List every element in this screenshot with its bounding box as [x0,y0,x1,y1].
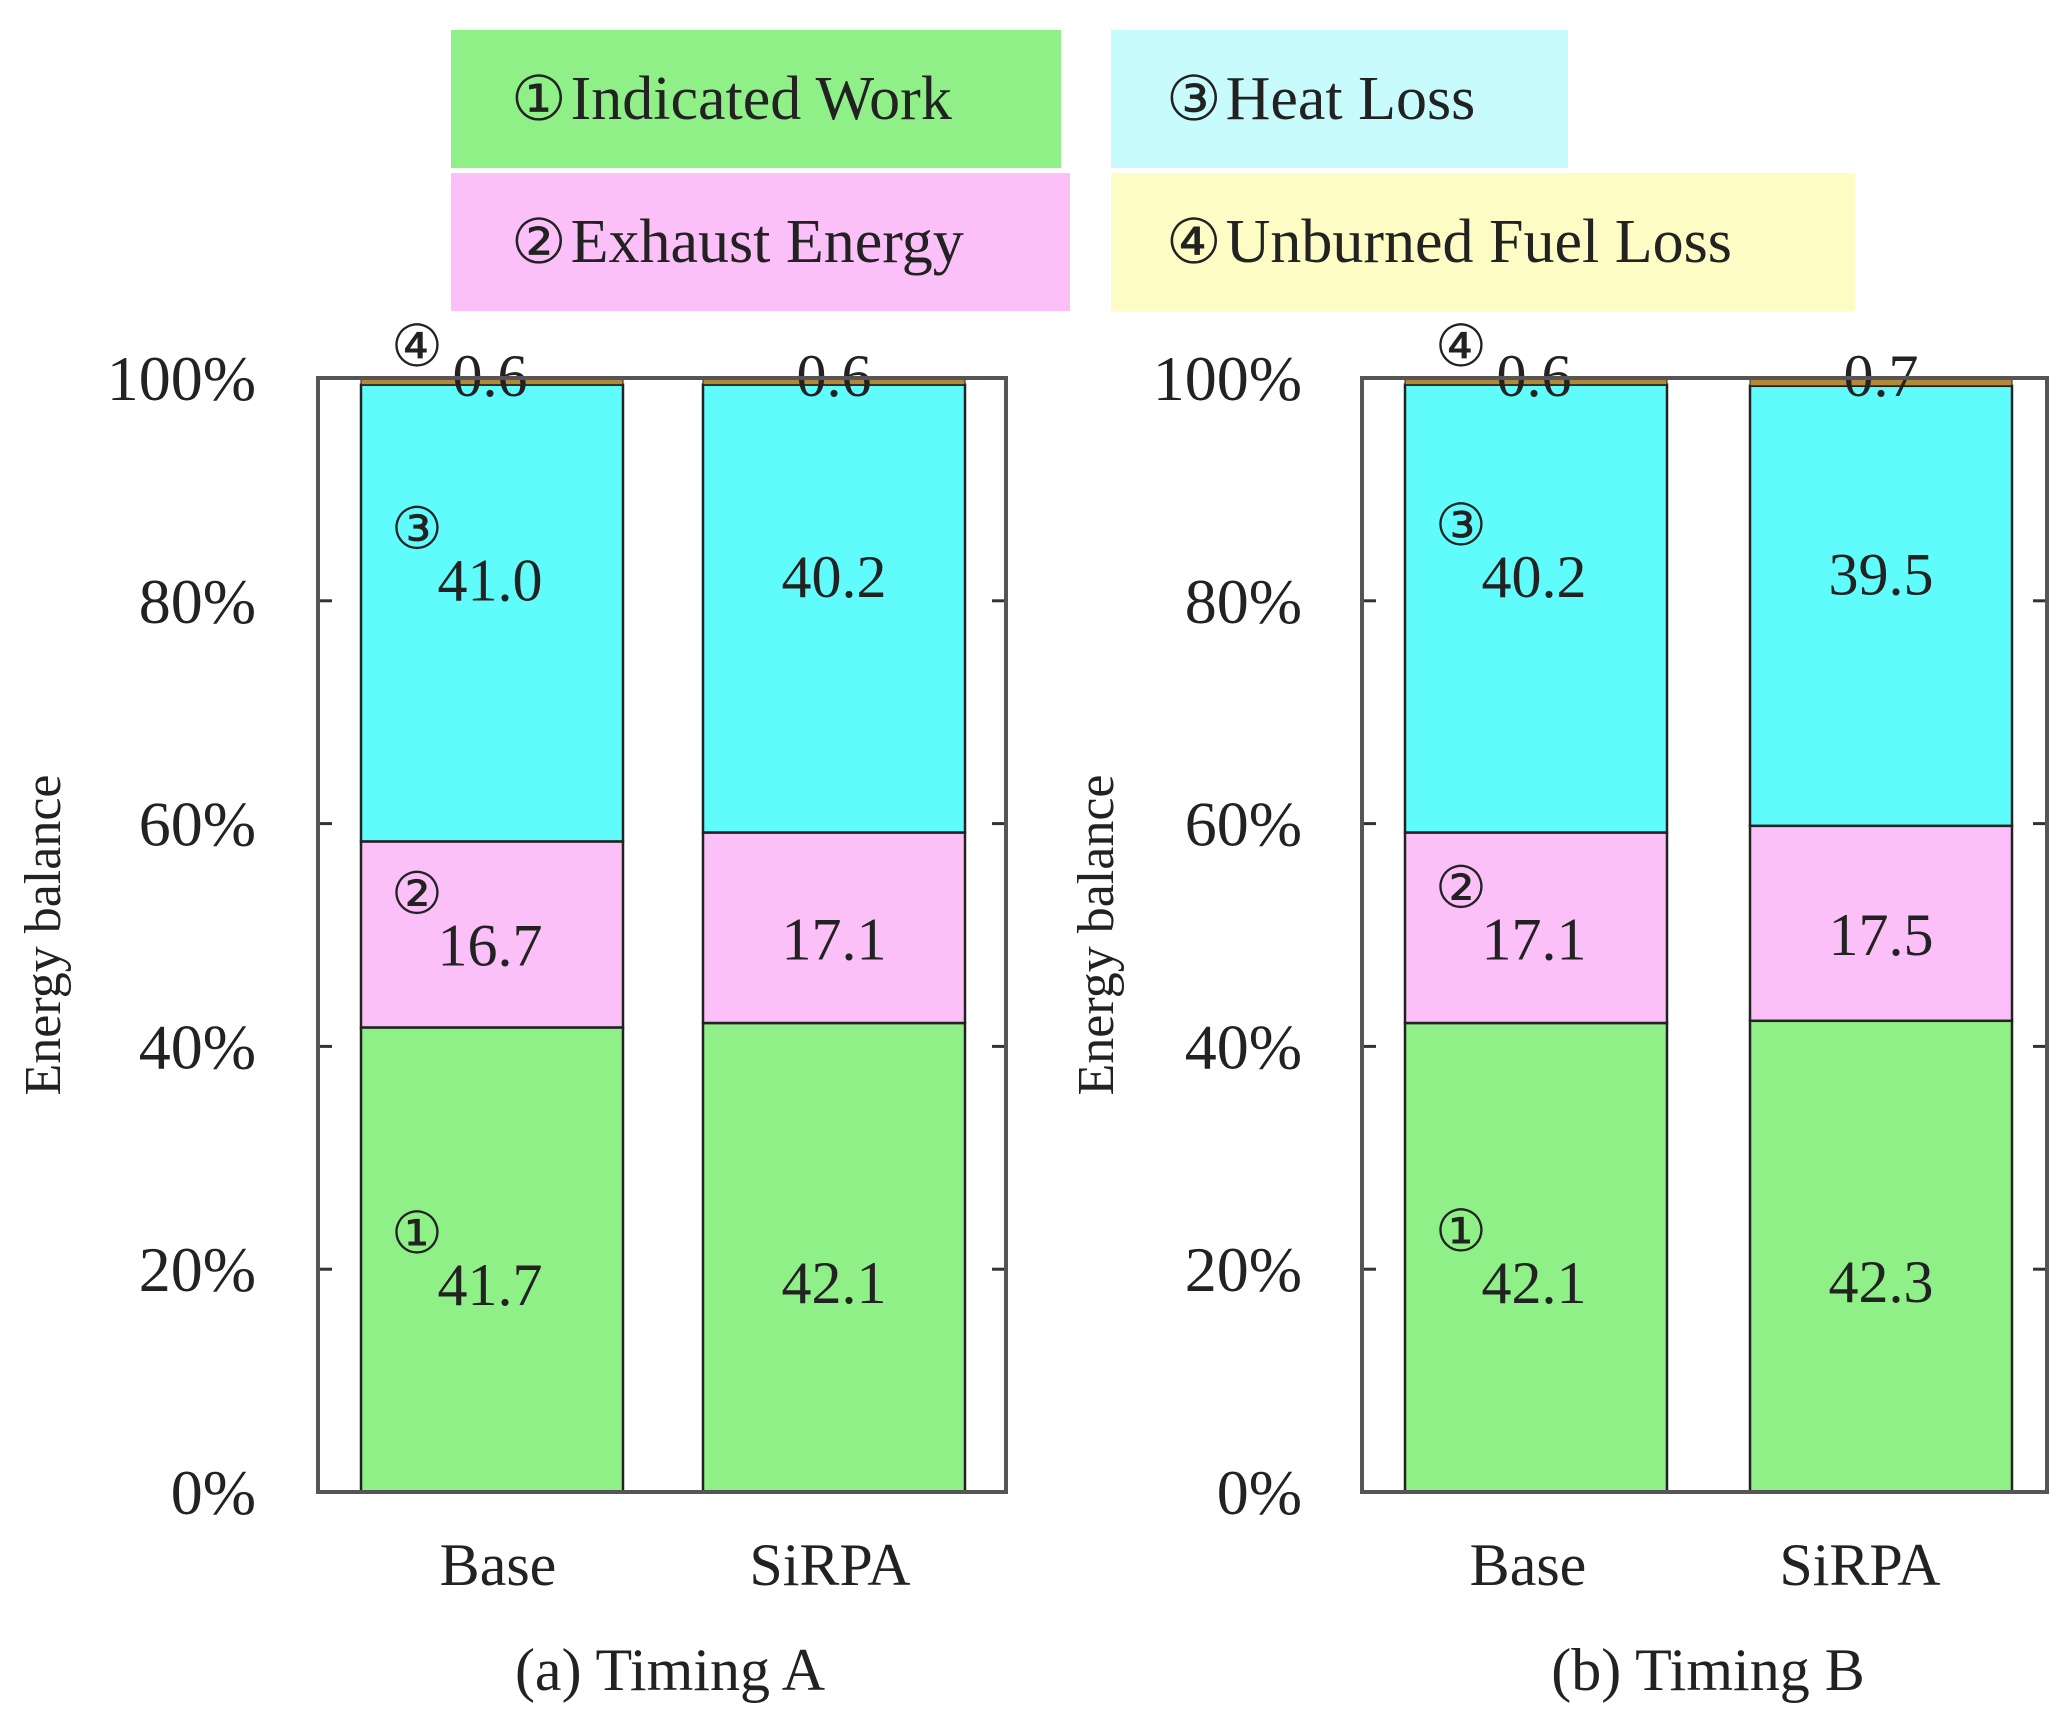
timing-a-y-tick-label: 80% [139,566,256,637]
timing-a-bar-base-indicated-work [359,1026,625,1494]
timing-b-x-tick-label: SiRPA [1779,1532,1940,1598]
timing-a-value-label: 41.0 [438,548,543,614]
timing-b-bar-sirpa-heat-loss [1748,384,2014,828]
timing-a-y-tick-label: 60% [139,789,256,860]
timing-a-y-tick-label: 100% [107,343,256,414]
timing-a-plot-frame [316,376,1008,1494]
timing-b-y-tick-label: 0% [1217,1457,1302,1528]
timing-b-series-marker-heat-loss: ③ [1435,491,1487,559]
timing-a-value-label: 42.1 [782,1250,887,1316]
timing-a-series-marker-indicated-work: ① [391,1199,443,1267]
legend-label: Heat Loss [1225,64,1476,133]
timing-a-y-tick-label: 20% [139,1234,256,1305]
legend-marker: ① [511,66,567,134]
timing-b-y-tick-label: 100% [1153,343,1302,414]
timing-a-bar-sirpa-exhaust-energy [701,831,967,1025]
timing-a-x-tick-label: SiRPA [749,1532,910,1598]
timing-a-value-label: 41.7 [438,1252,543,1318]
timing-a-y-tick-label: 0% [171,1457,256,1528]
legend-item-heat-loss: ③ Heat Loss [1111,30,1568,168]
legend-label: Indicated Work [570,64,952,133]
timing-a-bar-sirpa-indicated-work [701,1021,967,1494]
timing-a-bar-base-heat-loss [359,383,625,843]
timing-b-value-label: 42.3 [1829,1249,1934,1315]
timing-a-value-label: 16.7 [438,913,543,979]
timing-a-value-label: 17.1 [782,906,887,972]
timing-b-series-marker-indicated-work: ① [1435,1197,1487,1265]
timing-b-y-tick-label: 40% [1185,1011,1302,1082]
timing-a-series-marker-exhaust-energy: ② [391,860,443,928]
timing-b-y-tick-label: 20% [1185,1234,1302,1305]
timing-b-series-marker-exhaust-energy: ② [1435,853,1487,921]
timing-b-bar-base-heat-loss [1403,383,1669,834]
timing-a-value-label: 40.2 [782,544,887,610]
timing-a-panel-title: (a) Timing A [515,1637,825,1703]
timing-b-panel-title: (b) Timing B [1551,1637,1864,1703]
legend-item-exhaust-energy: ② Exhaust Energy [451,173,1070,311]
timing-b-bar-sirpa-indicated-work [1748,1019,2014,1494]
timing-b-y-axis-label: Energy balance [1068,775,1125,1096]
timing-a-bar-sirpa-heat-loss [701,383,967,834]
timing-b-value-label: 17.1 [1482,906,1587,972]
legend-marker: ③ [1166,66,1222,134]
timing-b-y-tick-label: 60% [1185,789,1302,860]
timing-a-y-tick-label: 40% [139,1011,256,1082]
timing-b-plot-frame [1360,376,2049,1494]
legend-label: Exhaust Energy [570,207,964,276]
timing-a-series-marker-heat-loss: ③ [391,495,443,563]
legend-marker: ② [511,209,567,277]
timing-b-bar-base-indicated-work [1403,1021,1669,1494]
timing-a-x-tick-label: Base [440,1532,557,1598]
timing-b-bar-base-exhaust-energy [1403,831,1669,1025]
legend-label: Unburned Fuel Loss [1225,207,1732,276]
timing-a-y-axis-label: Energy balance [15,775,72,1096]
timing-b-x-tick-label: Base [1470,1532,1587,1598]
timing-b-series-marker-unburned-fuel-loss: ④ [1435,312,1487,380]
legend-item-unburned-fuel-loss: ④ Unburned Fuel Loss [1111,173,1855,311]
legend-marker: ④ [1166,209,1222,277]
timing-b-value-label: 42.1 [1482,1250,1587,1316]
legend-item-indicated-work: ① Indicated Work [451,30,1061,168]
timing-b-value-label: 17.5 [1829,902,1934,968]
timing-b-value-label: 40.2 [1482,544,1587,610]
timing-b-y-tick-label: 80% [1185,566,1302,637]
timing-b-value-label: 39.5 [1829,542,1934,608]
timing-a-series-marker-unburned-fuel-loss: ④ [391,312,443,380]
